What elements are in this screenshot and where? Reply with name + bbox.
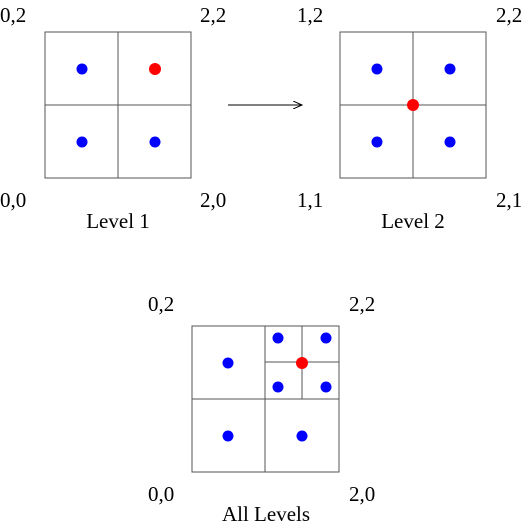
level2-point-center-highlight [407, 99, 419, 111]
level1-point-bottom-left [76, 136, 88, 148]
all-levels-point-bottom-left [222, 430, 234, 442]
all-levels-corner-top-left: 0,2 [148, 292, 174, 316]
level1-point-bottom-right [149, 136, 161, 148]
level1-caption: Level 1 [86, 209, 150, 233]
level2-point-top-left [371, 63, 383, 75]
level2-corner-top-left: 1,2 [297, 3, 323, 27]
all-levels-corner-top-right: 2,2 [349, 292, 375, 316]
all-levels-corner-bottom-left: 0,0 [148, 482, 174, 506]
all-levels-panel: 0,2 2,2 0,0 2,0 All Levels [148, 292, 375, 524]
level2-point-top-right [444, 63, 456, 75]
all-levels-subpoint-bottom-right [320, 381, 332, 393]
all-levels-subpoint-top-left [272, 332, 284, 344]
level1-panel: 0,2 2,2 0,0 2,0 Level 1 [0, 3, 226, 233]
all-levels-subpoint-bottom-left [272, 381, 284, 393]
all-levels-corner-bottom-right: 2,0 [349, 482, 375, 506]
all-levels-subpoint-top-right [320, 332, 332, 344]
level1-corner-top-left: 0,2 [0, 3, 26, 27]
level2-corner-bottom-left: 1,1 [297, 188, 323, 212]
level1-point-top-left [76, 63, 88, 75]
level2-corner-top-right: 2,2 [496, 3, 522, 27]
level1-corner-top-right: 2,2 [200, 3, 226, 27]
level1-point-top-right-highlight [149, 63, 161, 75]
level2-caption: Level 2 [381, 209, 445, 233]
level2-point-bottom-left [371, 136, 383, 148]
level2-panel: 1,2 2,2 1,1 2,1 Level 2 [297, 3, 522, 233]
level2-corner-bottom-right: 2,1 [496, 188, 522, 212]
level2-point-bottom-right [444, 136, 456, 148]
all-levels-caption: All Levels [222, 502, 310, 524]
level1-corner-bottom-right: 2,0 [200, 188, 226, 212]
all-levels-point-top-left [222, 357, 234, 369]
level1-corner-bottom-left: 0,0 [0, 188, 26, 212]
all-levels-point-bottom-right [296, 430, 308, 442]
all-levels-point-highlight [296, 357, 308, 369]
